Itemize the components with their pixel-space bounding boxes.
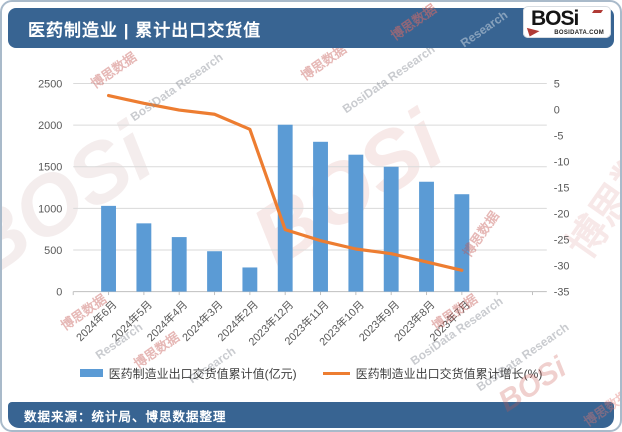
bar [242,267,258,292]
y-axis-left-tick-label: 1000 [38,203,62,215]
growth-line [106,93,464,272]
y-axis-right-tick-label: -5 [554,131,564,143]
header-bar: 医药制造业 | 累计出口交货值 [8,8,614,48]
legend-bar-label: 医药制造业出口交货值累计值(亿元) [108,366,297,381]
legend-line-swatch [322,371,350,375]
legend-bar-swatch [79,369,103,377]
y-axis-right-tick-label: 5 [554,79,560,91]
bosi-logo: BOSi BOSIDATA.COM [523,6,611,38]
page-title: 医药制造业 | 累计出口交货值 [28,20,262,40]
bar [101,205,116,292]
y-axis-right-tick-label: -15 [554,183,570,195]
y-axis-right-tick-label: -30 [554,261,570,273]
bar [419,181,434,292]
y-axis-right-tick-label: -25 [554,235,570,247]
bosi-logo-slash-icon [591,10,604,13]
bar [171,237,187,292]
y-axis-left-tick-label: 1500 [38,162,62,174]
y-axis-left-tick-label: 500 [44,245,62,257]
bar [277,124,293,292]
y-axis-left-tick-label: 0 [56,287,62,299]
legend-item-bar: 医药制造业出口交货值累计值(亿元) [79,365,297,382]
y-axis-right-tick-label: -10 [554,157,570,169]
bar [207,251,222,292]
legend-item-line: 医药制造业出口交货值累计增长(%) [322,365,543,382]
y-axis-right-tick-label: 0 [554,105,560,117]
y-axis-right-tick-label: -20 [554,209,570,221]
bar [313,141,328,292]
bar [348,154,364,292]
chart-legend: 医药制造业出口交货值累计值(亿元) 医药制造业出口交货值累计增长(%) [2,364,620,382]
bar [383,166,399,292]
y-axis-right-tick-label: -35 [554,287,570,299]
bosi-logo-triangle-icon [526,24,541,37]
y-axis-left-tick-label: 2500 [38,79,62,91]
legend-line-label: 医药制造业出口交货值累计增长(%) [355,366,543,381]
bosi-logo-text: BOSi [531,7,579,30]
footer-bar: 数据来源：统计局、博思数据整理 [8,402,614,428]
data-source-text: 数据来源：统计局、博思数据整理 [24,409,227,424]
bosi-logo-domain: BOSIDATA.COM [554,30,604,36]
bar [454,194,470,292]
bar [136,223,152,292]
y-axis-left-tick-label: 2000 [38,120,62,132]
